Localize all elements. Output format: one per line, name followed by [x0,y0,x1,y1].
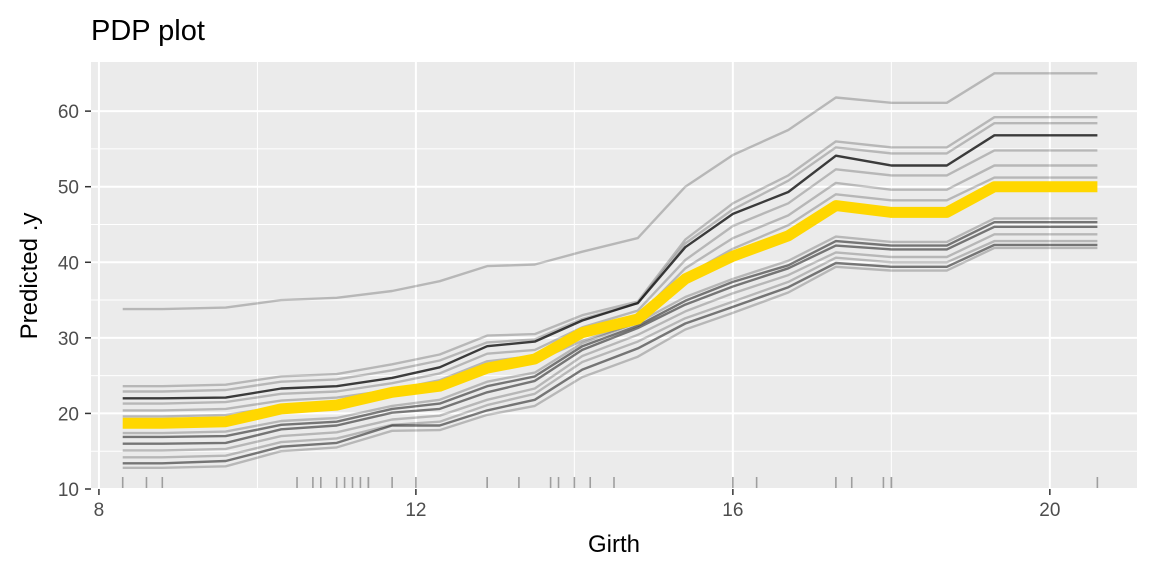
y-tick-label: 50 [58,178,79,199]
ice-curve [122,121,1098,393]
chart-title: PDP plot [91,15,205,47]
ice-curve [122,217,1098,435]
y-tick-label: 20 [58,404,79,425]
rug-marks [121,477,1099,488]
pdp-curve-group [122,181,1098,429]
ice-curve [122,239,1098,459]
ice-curve [122,246,1098,469]
ice-curve [122,72,1098,311]
ice-curve [122,225,1098,445]
x-tick-label: 12 [405,500,426,521]
x-tick-label: 16 [722,500,743,521]
ice-curves [122,72,1098,469]
axis-ticks: 8 12 16 20 10 20 30 40 50 60 [58,102,1061,521]
y-tick-label: 40 [58,253,79,274]
x-tick-label: 8 [94,500,105,521]
pdp-curve [122,181,1098,429]
x-tick-label: 20 [1039,500,1060,521]
y-tick-label: 30 [58,329,79,350]
ice-curve [122,243,1098,465]
y-axis-title: Predicted .y [16,213,43,340]
y-tick-label: 60 [58,102,79,123]
ice-curve [122,134,1098,400]
ice-curve [122,115,1098,388]
ice-curve [122,220,1098,439]
ice-curve [122,233,1098,452]
x-axis-title: Girth [588,531,640,558]
y-tick-label: 10 [58,480,79,501]
